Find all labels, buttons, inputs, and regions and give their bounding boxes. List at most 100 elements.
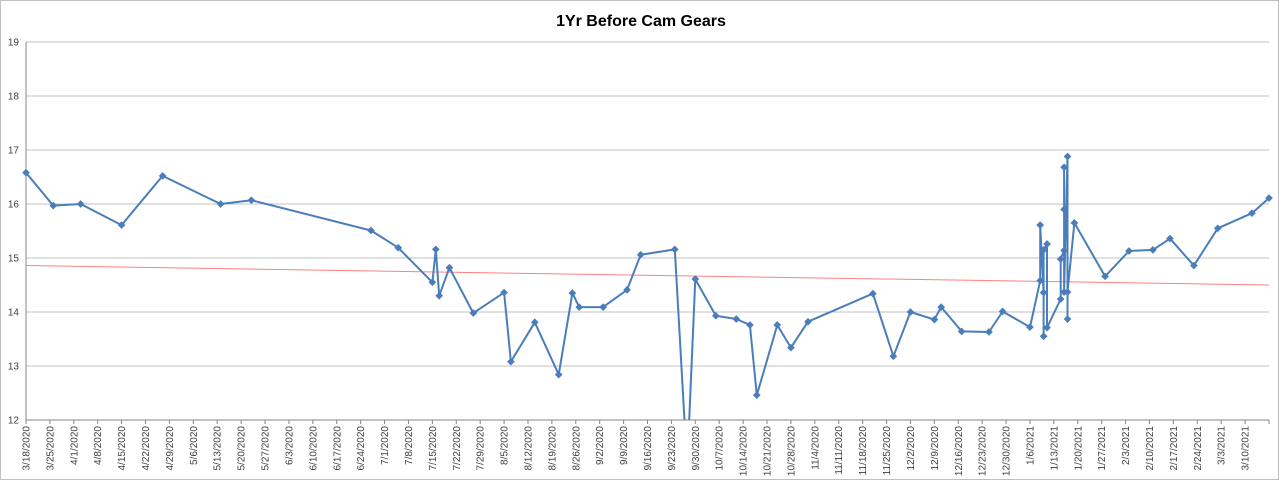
x-tick-label: 10/28/2020 — [786, 426, 797, 476]
data-point — [1166, 234, 1174, 243]
data-point — [117, 221, 126, 230]
x-tick-label: 9/9/2020 — [619, 426, 630, 465]
data-point — [1063, 152, 1072, 161]
data-point — [623, 285, 631, 294]
x-tick-label: 5/6/2020 — [189, 426, 200, 465]
data-point — [930, 315, 939, 324]
data-point — [445, 263, 454, 272]
x-tick-label: 7/22/2020 — [452, 426, 463, 471]
data-point — [1148, 245, 1157, 254]
data-point — [868, 289, 877, 298]
data-point — [1125, 247, 1133, 255]
data-point — [366, 226, 375, 235]
x-tick-label: 7/29/2020 — [476, 426, 487, 471]
data-point — [1036, 221, 1045, 230]
y-tick-label: 15 — [8, 254, 20, 265]
series-line — [26, 155, 1269, 420]
data-point — [1060, 163, 1069, 172]
data-point — [1043, 323, 1051, 332]
y-tick-label: 18 — [8, 92, 20, 103]
x-tick-label: 9/30/2020 — [691, 426, 702, 471]
x-tick-label: 4/22/2020 — [141, 426, 152, 471]
data-point — [428, 278, 437, 287]
x-tick-label: 8/26/2020 — [571, 426, 582, 471]
x-tick-label: 5/13/2020 — [213, 426, 224, 471]
gridlines — [26, 41, 1269, 367]
data-point — [76, 200, 85, 208]
x-tick-label: 6/17/2020 — [332, 426, 343, 471]
data-point — [49, 201, 58, 210]
x-tick-label: 6/24/2020 — [356, 426, 367, 471]
trendline-layer — [25, 265, 1270, 286]
data-point — [1247, 209, 1256, 218]
data-point — [957, 327, 966, 336]
x-tick-label: 12/9/2020 — [930, 426, 941, 471]
x-tick-label: 6/3/2020 — [284, 426, 295, 465]
x-tick-label: 2/17/2021 — [1169, 426, 1180, 471]
x-tick-label: 10/21/2020 — [763, 426, 774, 476]
y-tick-label: 19 — [8, 38, 20, 49]
data-point — [752, 391, 761, 400]
data-point — [1043, 240, 1051, 248]
data-point — [1026, 323, 1034, 332]
data-point — [732, 315, 741, 323]
data-point — [1101, 272, 1110, 281]
x-tick-label: 8/5/2020 — [500, 426, 511, 465]
x-tick-label: 1/13/2021 — [1049, 426, 1060, 471]
y-tick-label: 12 — [8, 416, 20, 427]
data-point — [431, 245, 440, 254]
x-tick-label: 3/3/2021 — [1217, 426, 1228, 465]
y-axis-tick-labels: 12 13 14 15 16 17 18 19 — [8, 38, 20, 427]
data-point — [998, 307, 1007, 316]
data-point — [216, 200, 225, 208]
x-tick-label: 5/27/2020 — [261, 426, 272, 471]
x-tick-label: 4/15/2020 — [117, 426, 128, 471]
x-tick-label: 9/23/2020 — [667, 426, 678, 471]
x-tick-label: 3/10/2021 — [1241, 426, 1252, 471]
x-tick-label: 12/23/2020 — [978, 426, 989, 476]
data-point — [670, 245, 679, 254]
data-point — [435, 291, 444, 300]
x-tick-label: 12/30/2020 — [1002, 426, 1013, 476]
x-tick-label: 2/24/2021 — [1193, 426, 1204, 471]
data-point — [786, 343, 795, 352]
series-layer — [26, 155, 1269, 420]
x-tick-label: 11/11/2020 — [834, 426, 845, 475]
data-point — [1039, 288, 1048, 297]
x-tick-label: 10/7/2020 — [715, 426, 726, 471]
data-point — [1056, 255, 1065, 264]
x-tick-label: 4/29/2020 — [165, 426, 176, 471]
data-point — [554, 370, 563, 379]
data-point — [506, 357, 515, 366]
data-point — [22, 168, 30, 177]
x-tick-label: 5/20/2020 — [237, 426, 248, 471]
linear-trendline — [25, 265, 1270, 286]
data-point — [1265, 194, 1273, 203]
x-tick-label: 7/8/2020 — [404, 426, 415, 465]
x-tick-label: 11/18/2020 — [858, 426, 869, 476]
data-point — [906, 308, 915, 316]
data-point — [1056, 295, 1065, 303]
y-tick-label: 16 — [8, 200, 20, 211]
data-point — [500, 288, 509, 297]
x-tick-label: 1/6/2021 — [1025, 426, 1036, 465]
data-point — [773, 321, 782, 329]
data-point — [1039, 332, 1048, 341]
x-tick-label: 12/2/2020 — [906, 426, 917, 471]
x-tick-label: 1/20/2021 — [1073, 426, 1084, 471]
data-point — [1060, 205, 1069, 214]
data-point — [745, 321, 754, 329]
x-tick-label: 12/16/2020 — [954, 426, 965, 476]
x-tick-label: 8/12/2020 — [523, 426, 534, 471]
x-tick-label: 9/2/2020 — [595, 426, 606, 465]
x-tick-label: 2/3/2021 — [1121, 426, 1132, 465]
data-point-markers — [22, 152, 1273, 400]
y-tick-label: 17 — [8, 146, 20, 157]
x-tick-label: 6/10/2020 — [308, 426, 319, 471]
data-point — [1039, 245, 1048, 254]
x-tick-label: 2/10/2021 — [1145, 426, 1156, 471]
data-point — [247, 196, 256, 205]
data-point — [158, 171, 167, 180]
